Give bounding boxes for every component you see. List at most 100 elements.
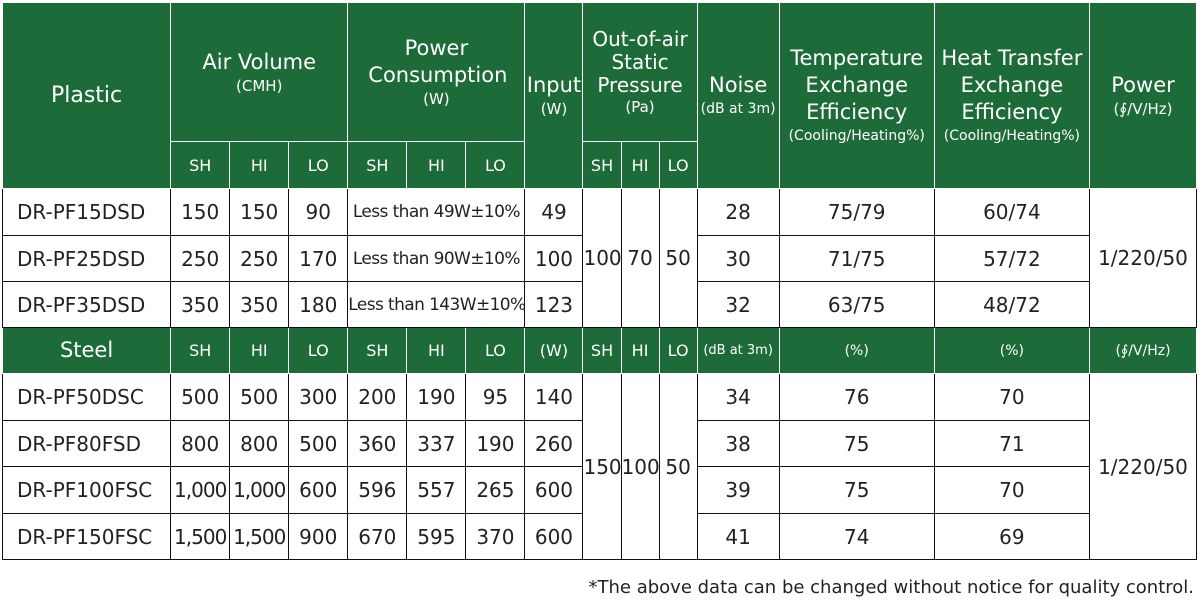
sub-air-sh: SH xyxy=(170,141,231,189)
sub-header: SH xyxy=(170,327,231,374)
cell: 300 xyxy=(288,373,349,421)
model-cell: DR-PF15DSD xyxy=(1,188,172,236)
sub-header: HI xyxy=(620,327,660,374)
sub-sp-sh: SH xyxy=(582,141,622,189)
header-temp-efficiency: Temperature Exchange Efficiency (Cooling… xyxy=(778,2,935,189)
table-row: DR-PF25DSD 250 250 170 Less than 90W±10%… xyxy=(1,235,1091,282)
cell: 57/72 xyxy=(933,235,1091,282)
cell: 170 xyxy=(288,235,349,282)
cell: 800 xyxy=(170,420,231,467)
cell: 200 xyxy=(347,373,408,421)
cell: 370 xyxy=(465,513,526,560)
cell: 71/75 xyxy=(778,235,935,282)
cell: 48/72 xyxy=(933,281,1091,328)
sub-cons-lo: LO xyxy=(465,141,526,189)
table-row: DR-PF35DSD 350 350 180 Less than 143W±10… xyxy=(1,281,1091,328)
sub-sp-hi: HI xyxy=(620,141,660,189)
cell: 190 xyxy=(465,420,526,467)
cell: 595 xyxy=(406,513,467,560)
cell: 75/79 xyxy=(778,188,935,236)
sub-header: SH xyxy=(347,327,408,374)
sub-air-hi: HI xyxy=(229,141,290,189)
cell: 60/74 xyxy=(933,188,1091,236)
sub-header: HI xyxy=(229,327,290,374)
cell: 260 xyxy=(524,420,584,467)
cell: 34 xyxy=(696,373,780,421)
table-row: DR-PF50DSC 500 500 300 200 190 95 140 15… xyxy=(1,373,1091,560)
cell: 90 xyxy=(288,188,349,236)
plastic-power-cell: 1/220/50 xyxy=(1089,188,1197,328)
cell: 140 xyxy=(524,373,584,421)
cell: 100 xyxy=(524,235,584,282)
cell: 600 xyxy=(288,466,349,514)
cell: 337 xyxy=(406,420,467,467)
cell: 70 xyxy=(933,466,1091,514)
cell: Less than 90W±10% xyxy=(347,235,526,282)
sub-header: LO xyxy=(658,327,698,374)
sub-header: LO xyxy=(288,327,349,374)
cell: 190 xyxy=(406,373,467,421)
cell: 1,500 xyxy=(229,513,290,560)
steel-power-cell: 1/220/50 xyxy=(1089,373,1197,560)
cell: 150 xyxy=(229,188,290,236)
cell: Less than 49W±10% xyxy=(347,188,526,236)
cell: 265 xyxy=(465,466,526,514)
cell: 69 xyxy=(933,513,1091,560)
steel-header-row: Steel SH HI LO SH HI LO (W) SH HI LO (dB… xyxy=(1,327,1091,374)
cell: 250 xyxy=(229,235,290,282)
cell: 600 xyxy=(524,513,584,560)
header-plastic: Plastic xyxy=(1,2,172,189)
header-air-volume: Air Volume (CMH) xyxy=(170,2,349,142)
cell: 500 xyxy=(170,373,231,421)
cell: 49 xyxy=(524,188,584,236)
cell: 50 xyxy=(658,188,698,328)
sub-header: HI xyxy=(406,327,467,374)
cell: 350 xyxy=(229,281,290,328)
cell: 100 xyxy=(582,188,622,328)
cell: 70 xyxy=(933,373,1091,421)
footnote: *The above data can be changed without n… xyxy=(588,577,1195,598)
cell: 41 xyxy=(696,513,780,560)
cell: 350 xyxy=(170,281,231,328)
cell: Less than 143W±10% xyxy=(347,281,526,328)
table-row: DR-PF150FSC 1,500 1,500 900 670 595 370 … xyxy=(1,513,1091,560)
table-row: DR-PF80FSD 800 800 500 360 337 190 260 3… xyxy=(1,420,1091,467)
sub-header: (W) xyxy=(524,327,584,374)
header-noise: Noise (dB at 3m) xyxy=(696,2,780,189)
sub-cons-sh: SH xyxy=(347,141,408,189)
sub-header: LO xyxy=(465,327,526,374)
sub-header: (dB at 3m) xyxy=(696,327,780,374)
sub-cons-hi: HI xyxy=(406,141,467,189)
model-cell: DR-PF25DSD xyxy=(1,235,172,282)
power-column: Power (∮/V/Hz) 1/220/50 (∮/V/Hz) 1/220/5… xyxy=(1089,2,1197,560)
cell: 557 xyxy=(406,466,467,514)
header-heat-efficiency: Heat Transfer Exchange Efficiency (Cooli… xyxy=(933,2,1091,189)
table-row: DR-PF15DSD 150 150 90 Less than 49W±10% … xyxy=(1,188,1091,328)
model-cell: DR-PF100FSC xyxy=(1,466,172,514)
cell: 900 xyxy=(288,513,349,560)
cell: 76 xyxy=(778,373,935,421)
sub-air-lo: LO xyxy=(288,141,349,189)
cell: 28 xyxy=(696,188,780,236)
model-cell: DR-PF150FSC xyxy=(1,513,172,560)
cell: 100 xyxy=(620,373,660,560)
header-power: Power (∮/V/Hz) xyxy=(1089,2,1197,189)
model-cell: DR-PF35DSD xyxy=(1,281,172,328)
cell: 180 xyxy=(288,281,349,328)
cell: 71 xyxy=(933,420,1091,467)
cell: 670 xyxy=(347,513,408,560)
sub-sp-lo: LO xyxy=(658,141,698,189)
sub-header: (%) xyxy=(933,327,1091,374)
cell: 74 xyxy=(778,513,935,560)
spec-table: Plastic Air Volume (CMH) Power Consumpti… xyxy=(1,2,1091,560)
cell: 50 xyxy=(658,373,698,560)
cell: 95 xyxy=(465,373,526,421)
cell: 250 xyxy=(170,235,231,282)
table-row: DR-PF100FSC 1,000 1,000 600 596 557 265 … xyxy=(1,466,1091,514)
header-power-consumption: Power Consumption (W) xyxy=(347,2,526,142)
cell: 500 xyxy=(288,420,349,467)
cell: 596 xyxy=(347,466,408,514)
cell: 32 xyxy=(696,281,780,328)
header-static-pressure: Out-of-air Static Pressure (Pa) xyxy=(582,2,698,142)
cell: 123 xyxy=(524,281,584,328)
